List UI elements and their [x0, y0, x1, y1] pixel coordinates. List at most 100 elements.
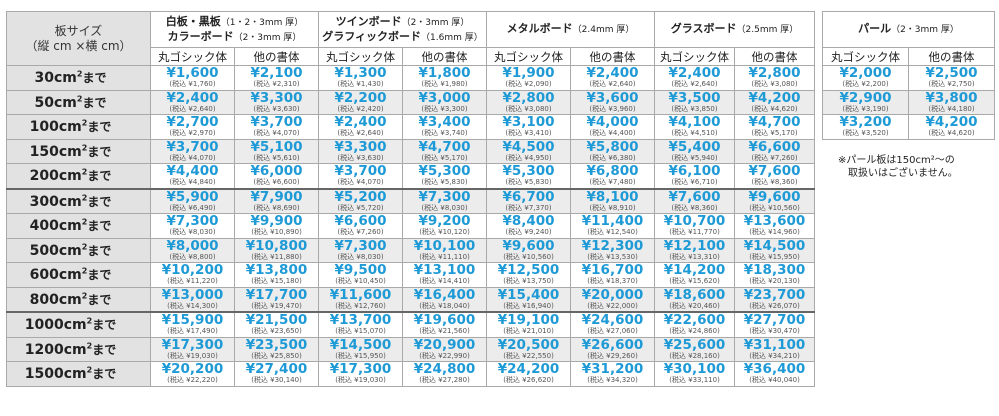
group-name-secondary: グラフィックボード	[322, 29, 422, 43]
size-cell: 200cm2まで	[6, 163, 151, 189]
group-thickness-secondary: （1.6mm 厚）	[421, 32, 483, 43]
table-row: 300cm2まで ¥5,900 (税込 ¥6,490) ¥7,900 (税込 ¥8,69…	[6, 187, 816, 214]
table-row: 400cm2まで ¥7,300 (税込 ¥8,030) ¥9,900 (税込 ¥10,8…	[6, 213, 816, 239]
group-header-glass-board: グラスボード（2.5mm 厚）	[654, 11, 816, 48]
price-cell: ¥2,800 (税込 ¥3,080)	[734, 65, 816, 91]
tax-included-price: (税込 ¥9,240)	[505, 228, 552, 237]
size-value: 200cm	[29, 168, 82, 185]
size-cell: 1500cm2まで	[6, 361, 151, 387]
price: ¥2,400	[668, 65, 721, 82]
price-cell: ¥18,600 (税込 ¥20,460)	[654, 286, 736, 313]
tax-included-price: (税込 ¥24,860)	[669, 327, 720, 336]
size-cell: 150cm2まで	[6, 138, 151, 164]
table-row: 1500cm2まで ¥20,200 (税込 ¥22,220) ¥27,400 (税込 ¥…	[6, 361, 816, 387]
price: ¥6,700	[502, 188, 555, 205]
price: ¥3,100	[502, 114, 555, 131]
tax-included-price: (税込 ¥4,070)	[253, 129, 300, 138]
price-cell: ¥5,300 (税込 ¥5,830)	[486, 163, 572, 189]
price: ¥4,700	[418, 139, 471, 155]
table-row: 30cm2まで ¥1,600 (税込 ¥1,760) ¥2,100 (税込 ¥2,310…	[6, 65, 816, 91]
squared-mark: 2	[81, 242, 88, 252]
price: ¥7,300	[334, 238, 387, 254]
tax-included-price: (税込 ¥27,060)	[587, 327, 638, 336]
tax-included-price: (税込 ¥8,360)	[751, 178, 798, 187]
tax-included-price: (税込 ¥2,200)	[842, 80, 889, 89]
price-cell: ¥7,600 (税込 ¥8,360)	[734, 163, 816, 189]
price: ¥5,100	[250, 139, 303, 155]
price: ¥2,900	[839, 89, 892, 106]
price-table: 板サイズ （縦 cm ×横 cm） 白板・黒板（1・2・3mm 厚） カラーボー…	[6, 11, 816, 387]
tax-included-price: (税込 ¥16,940)	[503, 301, 554, 310]
group-name: ツインボード	[335, 14, 402, 28]
tax-included-price: (税込 ¥26,620)	[503, 376, 554, 385]
price-cell: ¥2,400 (税込 ¥2,640)	[570, 65, 656, 91]
price-cell: ¥3,100 (税込 ¥3,410)	[486, 114, 572, 140]
price: ¥2,200	[334, 90, 387, 106]
tax-included-price: (税込 ¥22,000)	[587, 301, 638, 310]
price: ¥27,400	[245, 361, 308, 378]
price: ¥18,300	[743, 262, 806, 279]
price-cell: ¥6,600 (税込 ¥7,260)	[318, 213, 404, 239]
size-suffix: まで	[87, 120, 112, 135]
squared-mark: 2	[81, 118, 88, 128]
tax-included-price: (税込 ¥22,550)	[503, 351, 554, 360]
table-row: 150cm2まで ¥3,700 (税込 ¥4,070) ¥5,100 (税込 ¥5,61…	[6, 138, 816, 164]
tax-included-price: (税込 ¥7,370)	[505, 203, 552, 212]
tax-included-price: (税込 ¥21,560)	[419, 327, 470, 336]
price-cell: ¥5,300 (税込 ¥5,830)	[402, 163, 488, 189]
group-header-pearl: パール（2・3mm 厚）	[821, 11, 996, 48]
price-cell: ¥2,400 (税込 ¥2,640)	[654, 65, 736, 91]
tax-included-price: (税込 ¥34,320)	[587, 376, 638, 385]
size-value: 1200cm	[24, 341, 87, 358]
tax-included-price: (税込 ¥4,840)	[169, 178, 216, 187]
table-row: 50cm2まで ¥2,400 (税込 ¥2,640) ¥3,300 (税込 ¥3,630…	[6, 89, 816, 115]
price: ¥3,000	[418, 90, 471, 106]
price-cell: ¥25,600 (税込 ¥28,160)	[654, 336, 736, 362]
squared-mark: 2	[76, 94, 83, 104]
tax-included-price: (税込 ¥10,120)	[419, 228, 470, 237]
tax-included-price: (税込 ¥26,070)	[749, 301, 800, 310]
pearl-note-line: 取扱いはございません。	[848, 168, 958, 179]
price-cell: ¥18,300 (税込 ¥20,130)	[734, 262, 816, 288]
price-cell: ¥5,100 (税込 ¥5,610)	[233, 138, 320, 164]
squared-mark: 2	[81, 266, 88, 276]
price: ¥3,300	[250, 90, 303, 106]
price: ¥14,500	[329, 337, 392, 353]
tax-included-price: (税込 ¥27,280)	[419, 376, 470, 385]
price: ¥6,100	[668, 163, 721, 180]
price-cell: ¥4,700 (税込 ¥5,170)	[402, 138, 488, 164]
price-cell: ¥3,200 (税込 ¥3,520)	[822, 114, 909, 140]
price: ¥2,700	[166, 114, 219, 131]
tax-included-price: (税込 ¥3,410)	[505, 129, 552, 138]
price: ¥13,700	[329, 312, 392, 329]
tax-included-price: (税込 ¥6,380)	[589, 153, 636, 162]
tax-included-price: (税込 ¥15,070)	[335, 327, 386, 336]
tax-included-price: (税込 ¥8,360)	[671, 203, 718, 212]
size-value: 30cm	[34, 70, 77, 87]
price: ¥20,900	[413, 337, 476, 353]
price: ¥8,100	[586, 188, 639, 205]
price-cell: ¥4,400 (税込 ¥4,840)	[150, 163, 235, 189]
price-cell: ¥19,100 (税込 ¥21,010)	[486, 311, 572, 338]
price: ¥2,800	[502, 90, 555, 106]
price-cell: ¥20,500 (税込 ¥22,550)	[486, 336, 572, 362]
price: ¥10,800	[245, 238, 308, 254]
price-cell: ¥3,700 (税込 ¥4,070)	[150, 138, 235, 164]
tax-included-price: (税込 ¥4,400)	[589, 129, 636, 138]
price: ¥7,300	[418, 188, 471, 205]
tax-included-price: (税込 ¥6,710)	[671, 178, 718, 187]
price-cell: ¥7,900 (税込 ¥8,690)	[233, 187, 320, 214]
size-header-label: 板サイズ	[54, 23, 103, 38]
font-header-other: 他の書体	[233, 47, 320, 66]
price: ¥6,600	[748, 139, 801, 155]
group-thickness: （2・3mm 厚）	[891, 25, 959, 35]
tax-included-price: (税込 ¥8,800)	[169, 252, 216, 261]
price: ¥23,700	[743, 287, 806, 303]
size-suffix: まで	[87, 194, 112, 209]
price: ¥12,300	[581, 238, 644, 254]
price-cell: ¥20,200 (税込 ¥22,220)	[150, 361, 235, 387]
tax-included-price: (税込 ¥2,420)	[337, 104, 384, 113]
price: ¥2,000	[839, 65, 892, 82]
tax-included-price: (税込 ¥17,490)	[167, 327, 218, 336]
price-cell: ¥13,800 (税込 ¥15,180)	[233, 262, 320, 288]
